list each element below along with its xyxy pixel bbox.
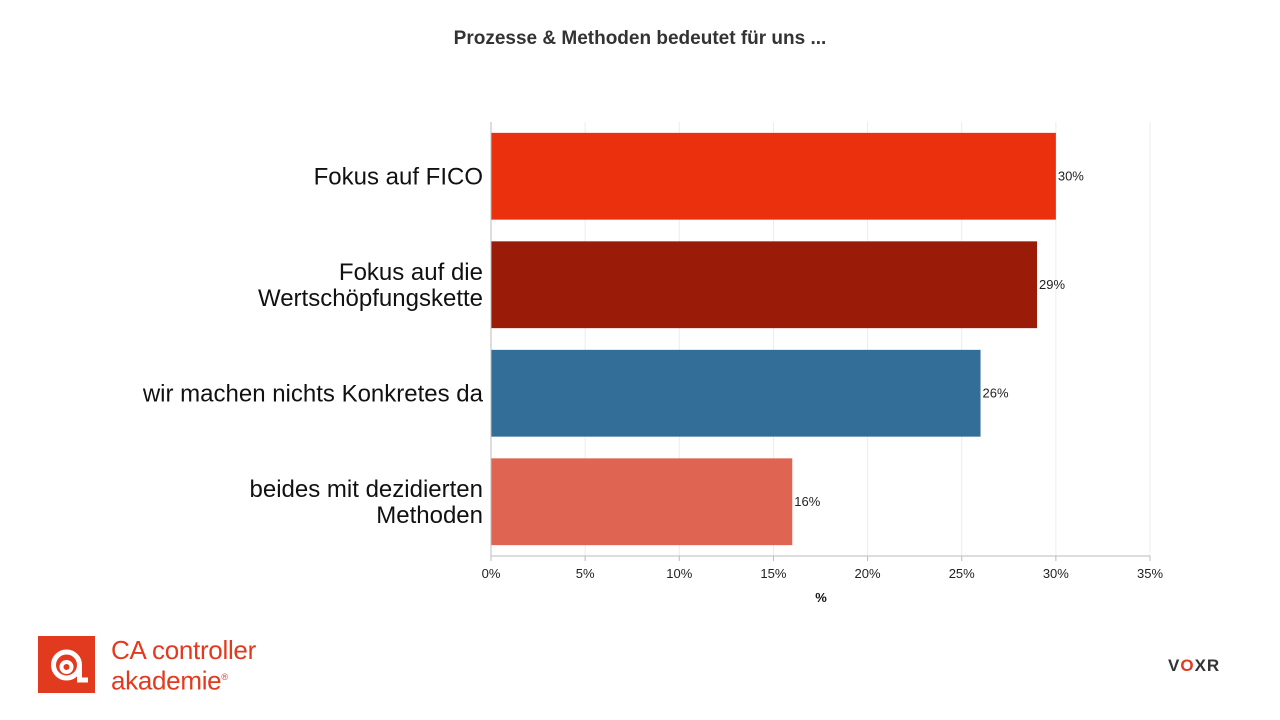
category-label-line: wir machen nichts Konkretes da bbox=[142, 380, 484, 407]
x-tick-label: 15% bbox=[760, 566, 786, 581]
category-label-line: Fokus auf FICO bbox=[314, 163, 483, 190]
ca-controller-akademie-logo: CA controller akademie® bbox=[38, 636, 298, 696]
category-label-line: Fokus auf die bbox=[339, 259, 483, 286]
logo-line-1: CA controller bbox=[111, 635, 256, 665]
chart-title: Prozesse & Methoden bedeutet für uns ... bbox=[453, 28, 827, 49]
registered-mark: ® bbox=[221, 672, 228, 682]
x-tick-label: 30% bbox=[1043, 566, 1069, 581]
category-label-line: Wertschöpfungskette bbox=[258, 285, 483, 312]
voxr-logo: VOXR bbox=[1168, 656, 1220, 676]
bar-value-label: 30% bbox=[1058, 168, 1084, 183]
x-tick-label: 25% bbox=[949, 566, 975, 581]
category-label-line: Methoden bbox=[376, 502, 483, 529]
bar bbox=[491, 241, 1038, 329]
category-label-line: beides mit dezidierten bbox=[250, 476, 483, 503]
category-label: Fokus auf die Wertschöpfungskette bbox=[258, 259, 483, 312]
x-tick-label: 5% bbox=[576, 566, 595, 581]
voxr-logo-v: V bbox=[1168, 656, 1181, 675]
bar-value-label: 16% bbox=[794, 494, 820, 509]
axes bbox=[490, 122, 1151, 561]
x-axis-title: % bbox=[815, 590, 827, 605]
logo-wordmark: CA controller akademie® bbox=[111, 637, 256, 695]
x-tick-label: 10% bbox=[666, 566, 692, 581]
bar bbox=[491, 349, 981, 437]
ca-logo-icon bbox=[38, 636, 95, 693]
bar-value-label: 26% bbox=[983, 385, 1009, 400]
category-label: wir machen nichts Konkretes da bbox=[142, 380, 484, 407]
x-tick-label: 0% bbox=[482, 566, 501, 581]
voxr-logo-xr: XR bbox=[1194, 656, 1221, 675]
bar bbox=[491, 458, 793, 546]
bars bbox=[491, 132, 1056, 546]
category-label: Fokus auf FICO bbox=[314, 163, 483, 190]
bar-value-label: 29% bbox=[1039, 277, 1065, 292]
labels: 0% 5% 10% 15% 20% 25% 30% 35% 30% Fokus auf FICO 2… bbox=[142, 163, 1164, 581]
x-tick-label: 20% bbox=[855, 566, 881, 581]
logo-line-2: akademie bbox=[111, 665, 222, 696]
bar bbox=[491, 132, 1056, 220]
voxr-logo-o: O bbox=[1180, 656, 1195, 675]
category-label: beides mit dezidierten Methoden bbox=[250, 476, 483, 529]
x-tick-label: 35% bbox=[1137, 566, 1163, 581]
